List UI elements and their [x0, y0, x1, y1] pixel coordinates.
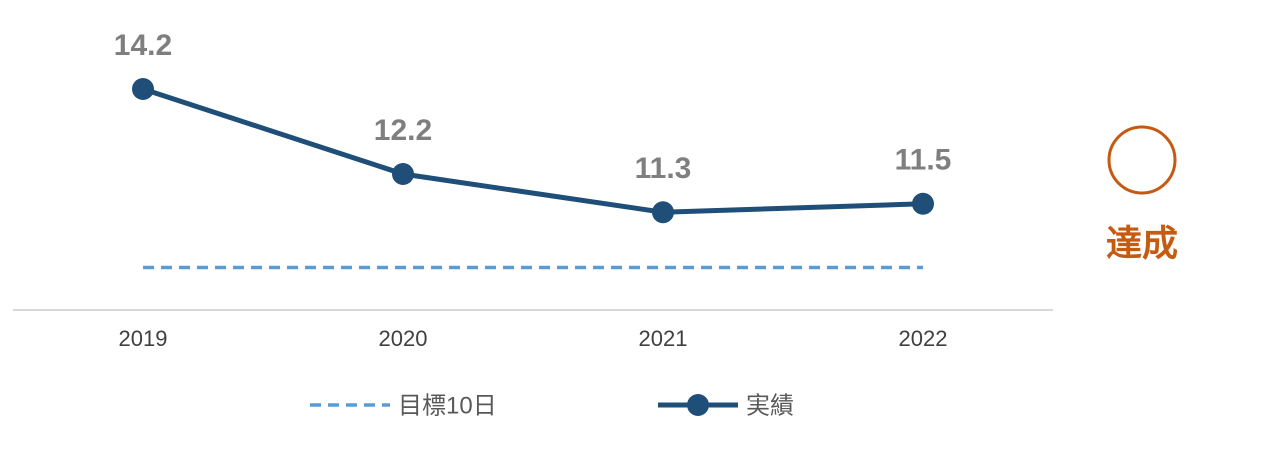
data-point	[912, 192, 934, 215]
legend-label: 実績	[746, 392, 794, 419]
x-tick-label: 2020	[379, 326, 428, 351]
achieved-mark	[1107, 125, 1177, 195]
x-tick-label: 2021	[639, 326, 688, 351]
legend-label: 目標10日	[398, 392, 497, 419]
data-point	[652, 201, 674, 224]
data-line	[142, 86, 924, 215]
data-point	[132, 78, 154, 100]
data-point	[392, 163, 414, 185]
legend-marker	[687, 394, 709, 416]
data-label: 11.5	[895, 144, 952, 177]
x-tick-label: 2019	[119, 326, 168, 351]
data-label: 11.3	[635, 152, 692, 185]
annotation: 達成	[1106, 223, 1178, 264]
data-label: 14.2	[114, 29, 172, 62]
x-tick-label: 2022	[899, 326, 948, 351]
data-label: 12.2	[374, 114, 432, 147]
